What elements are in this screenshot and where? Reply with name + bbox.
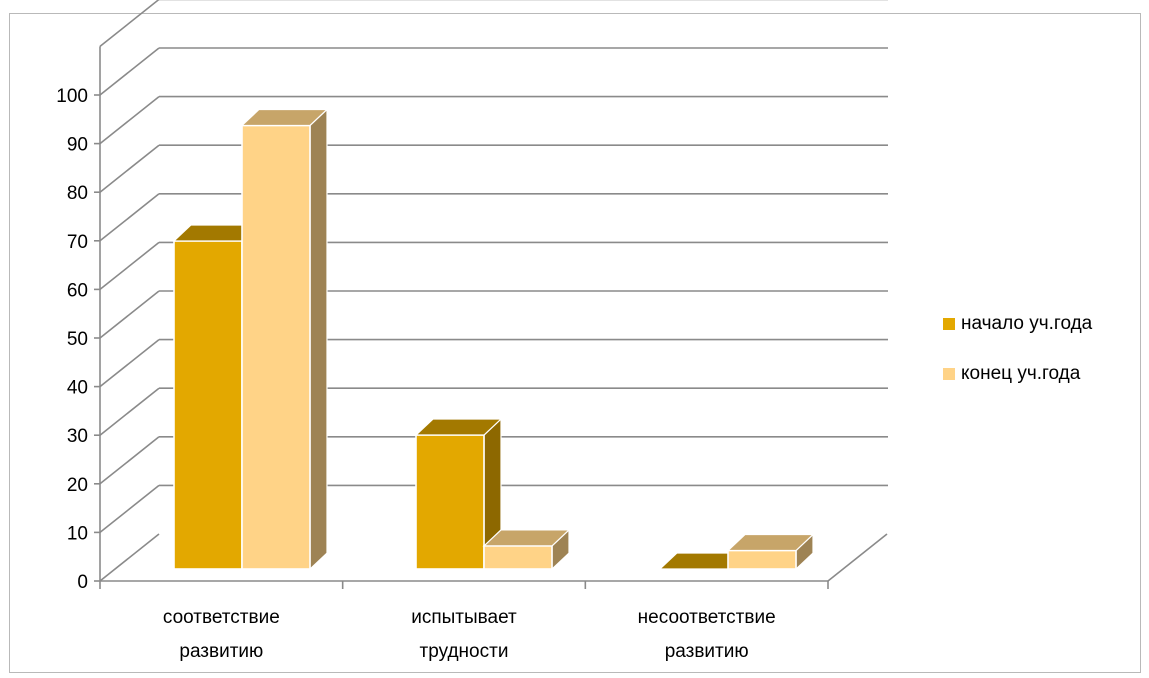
legend-label-series-1: начало уч.года: [961, 313, 1093, 334]
legend-swatch-series-2: [943, 368, 955, 380]
gridline-side-1: [99, 484, 160, 534]
bar-front-0-1: [241, 124, 311, 570]
bar-top-1-0: [414, 418, 503, 436]
y-tick-label-6: 60: [67, 280, 88, 301]
bar-1-0: [414, 417, 503, 571]
y-tick-label-2: 20: [67, 475, 88, 496]
x-category-label-2-1: развитию: [665, 641, 749, 662]
y-tick-label-4: 40: [67, 378, 88, 399]
gridline-side-3: [99, 387, 160, 436]
legend-item-series-1: начало уч.года: [943, 310, 1143, 338]
y-tick-label-1: 10: [67, 523, 88, 544]
gridline-side-8: [99, 144, 160, 193]
x-axis-labels: соответствие развитию испытывает трудности н…: [163, 607, 776, 662]
x-category-label-1-1: трудности: [420, 641, 509, 662]
bar-top-1-1: [482, 529, 571, 547]
bar-front-1-0: [415, 434, 485, 570]
bar-front-1-1: [483, 545, 553, 570]
y-axis-labels: 0 10 20 30 40 50 60 70 80 90 100: [56, 86, 88, 593]
bar-0-1: [240, 108, 329, 571]
gridline-side-4: [99, 338, 160, 388]
bar-front-0-0: [173, 240, 243, 570]
gridline-side-5: [99, 290, 160, 339]
bar-top-2-1: [726, 533, 815, 552]
gridline-side-2: [99, 436, 160, 485]
legend-item-series-2: конец уч.года: [943, 360, 1143, 388]
legend-label-series-2: конец уч.года: [961, 363, 1081, 384]
y-tick-label-9: 90: [67, 135, 88, 156]
bar-front-2-1: [727, 549, 797, 570]
bar-1-1: [482, 528, 571, 571]
legend: начало уч.года конец уч.года: [943, 310, 1143, 410]
y-tick-label-10: 100: [56, 86, 88, 107]
axes: [94, 46, 829, 589]
gridline-side-7: [99, 193, 160, 242]
x-category-label-1-0: испытывает: [411, 607, 517, 628]
y-tick-label-3: 30: [67, 426, 88, 447]
gridline-side-9: [99, 95, 160, 145]
gridline-side-10: [99, 47, 160, 96]
y-tick-label-7: 70: [67, 232, 88, 253]
y-tick-label-8: 80: [67, 183, 88, 204]
bar-top-0-1: [240, 108, 329, 127]
gridline-side-0: [99, 533, 160, 582]
bar-side-0-1: [309, 108, 328, 571]
bar-2-1: [726, 533, 815, 571]
bars: [172, 108, 815, 571]
floor-edge-right: [827, 533, 888, 582]
legend-swatch-series-1: [943, 318, 955, 330]
y-tick-label-5: 50: [67, 329, 88, 350]
gridline-side-11: [99, 0, 160, 48]
y-tick-label-0: 0: [77, 572, 88, 593]
x-category-label-0-0: соответствие: [163, 607, 280, 628]
gridline-side-6: [99, 241, 160, 291]
x-category-label-0-1: развитию: [179, 641, 263, 662]
x-category-label-2-0: несоответствие: [638, 607, 776, 628]
